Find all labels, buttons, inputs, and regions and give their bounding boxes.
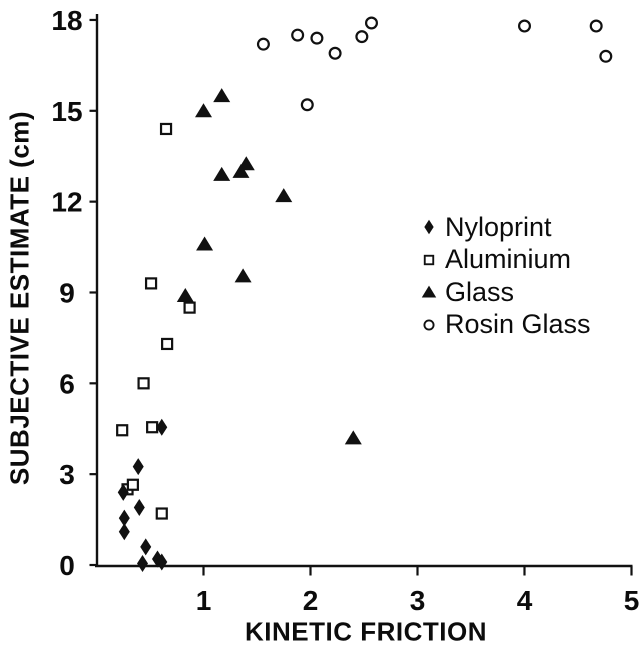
open-circle-icon	[423, 319, 435, 331]
y-tick-label: 3	[59, 459, 75, 490]
data-point-nyloprint	[137, 554, 149, 572]
y-tick-label: 0	[59, 550, 75, 581]
x-tick-label: 3	[410, 585, 426, 616]
x-axis-title: KINETIC FRICTION	[245, 616, 487, 647]
data-point-rosin-glass	[310, 31, 324, 45]
data-point-glass	[195, 103, 212, 118]
data-point-aluminium	[161, 337, 174, 351]
data-point-nyloprint	[118, 509, 130, 527]
y-tick-label: 15	[51, 96, 82, 127]
data-point-nyloprint	[133, 498, 145, 516]
legend-label-glass: Glass	[445, 276, 515, 307]
x-tick-label: 4	[517, 585, 533, 616]
legend-label-rosin-glass: Rosin Glass	[445, 309, 591, 340]
data-point-aluminium	[146, 421, 159, 434]
data-point-glass	[232, 163, 250, 178]
data-point-aluminium	[183, 301, 196, 314]
data-point-aluminium	[144, 277, 158, 290]
x-tick-label: 1	[196, 585, 212, 616]
data-point-glass	[234, 268, 252, 283]
x-tick-label: 5	[624, 585, 640, 616]
data-point-nyloprint	[132, 458, 144, 476]
filled-diamond-icon	[424, 220, 434, 235]
data-point-rosin-glass	[517, 19, 532, 33]
legend: Nyloprint Aluminium Glass Rosin Glass	[416, 211, 591, 341]
y-tick-label: 18	[51, 5, 82, 36]
data-point-aluminium	[155, 507, 168, 520]
y-tick-label: 12	[51, 187, 82, 218]
data-point-aluminium	[137, 377, 150, 390]
data-point-glass	[213, 88, 231, 103]
data-point-glass	[344, 430, 362, 445]
data-point-rosin-glass	[355, 30, 369, 44]
data-point-aluminium	[159, 122, 173, 136]
open-circle-glyph	[423, 319, 435, 331]
data-point-glass	[196, 236, 214, 251]
data-point-rosin-glass	[599, 49, 613, 63]
legend-item-nyloprint: Nyloprint	[416, 211, 591, 244]
y-axis-title: SUBJECTIVE ESTIMATE (cm)	[4, 110, 35, 486]
data-point-rosin-glass	[589, 19, 603, 33]
filled-diamond-glyph	[424, 220, 434, 235]
data-point-glass	[213, 166, 231, 181]
legend-item-rosin-glass: Rosin Glass	[416, 309, 591, 342]
data-point-nyloprint	[117, 483, 129, 501]
data-point-aluminium	[126, 478, 139, 491]
data-point-nyloprint	[156, 418, 168, 436]
legend-item-glass: Glass	[416, 276, 591, 309]
legend-label-aluminium: Aluminium	[445, 244, 572, 275]
data-point-rosin-glass	[256, 37, 270, 51]
x-tick-label: 2	[303, 585, 319, 616]
filled-triangle-icon	[421, 285, 437, 298]
data-point-aluminium	[116, 424, 129, 437]
data-point-rosin-glass	[291, 28, 305, 42]
data-point-nyloprint	[118, 523, 130, 541]
data-point-rosin-glass	[328, 46, 342, 60]
open-square-icon	[423, 254, 435, 265]
data-point-nyloprint	[156, 553, 168, 571]
legend-label-nyloprint: Nyloprint	[445, 211, 552, 242]
data-point-glass	[176, 288, 194, 303]
data-point-rosin-glass	[300, 98, 314, 112]
y-tick-label: 9	[59, 277, 75, 308]
data-point-glass	[275, 188, 293, 203]
data-point-nyloprint	[140, 538, 152, 556]
legend-item-aluminium: Aluminium	[416, 244, 591, 277]
open-square-glyph	[423, 254, 435, 265]
data-point-rosin-glass	[364, 16, 378, 30]
filled-triangle-glyph	[421, 285, 437, 298]
y-tick-label: 6	[59, 368, 75, 399]
